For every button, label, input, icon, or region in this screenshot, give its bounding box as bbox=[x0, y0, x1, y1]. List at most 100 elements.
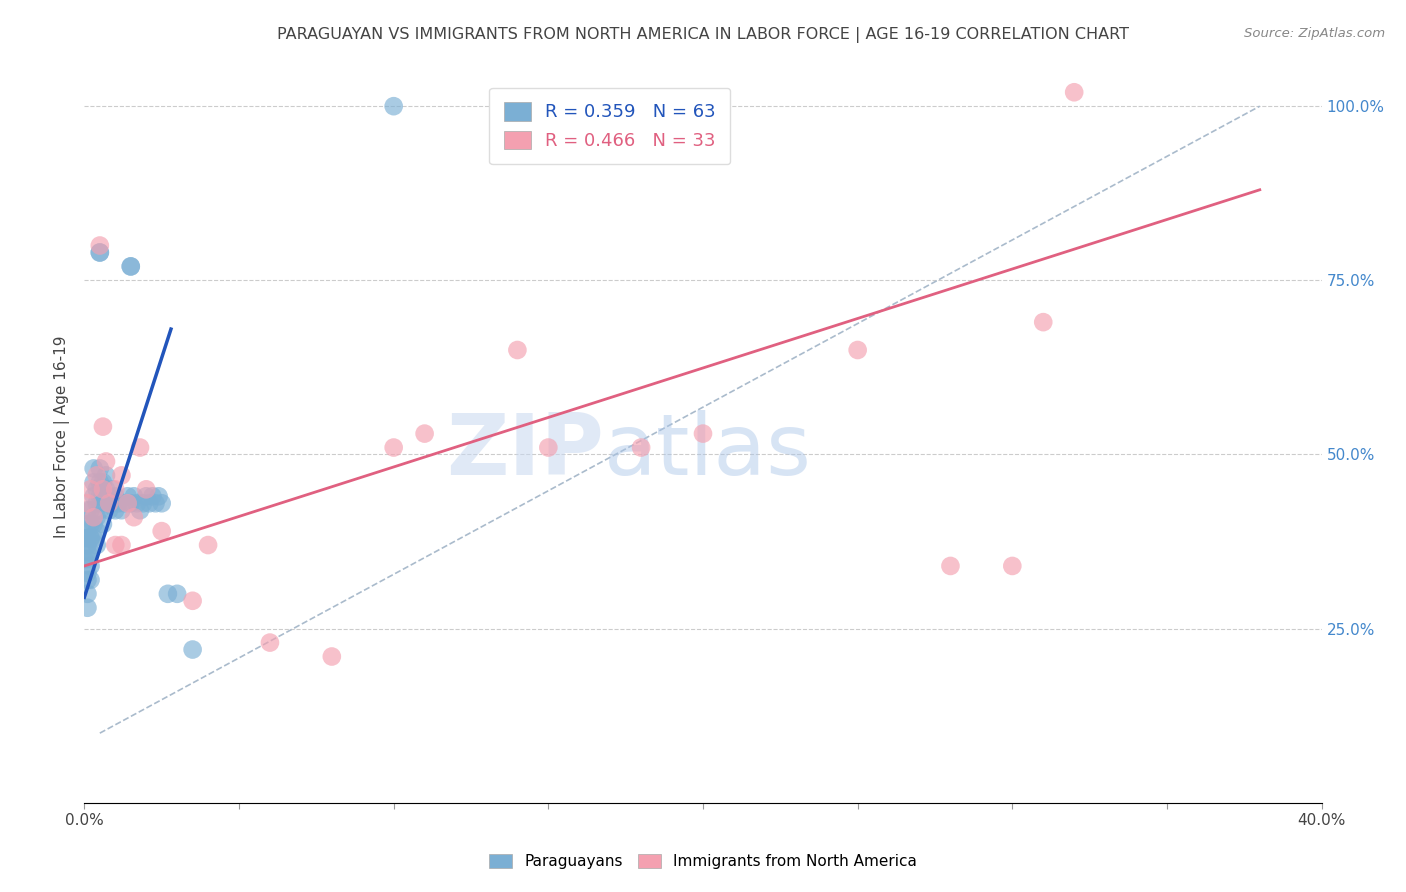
Point bbox=[89, 245, 111, 260]
Point bbox=[76, 517, 98, 532]
Point bbox=[135, 483, 157, 497]
Point bbox=[94, 454, 117, 468]
Point bbox=[76, 552, 98, 566]
Point bbox=[79, 483, 101, 497]
Point bbox=[1032, 315, 1054, 329]
Point bbox=[86, 483, 108, 497]
Point bbox=[94, 496, 117, 510]
Point bbox=[120, 260, 142, 274]
Point bbox=[135, 489, 157, 503]
Point bbox=[83, 489, 105, 503]
Point bbox=[104, 503, 127, 517]
Point bbox=[76, 566, 98, 580]
Point bbox=[101, 483, 124, 497]
Point bbox=[98, 489, 121, 503]
Point bbox=[91, 419, 114, 434]
Point bbox=[107, 496, 129, 510]
Point bbox=[114, 496, 136, 510]
Point bbox=[156, 587, 179, 601]
Point bbox=[101, 496, 124, 510]
Text: Source: ZipAtlas.com: Source: ZipAtlas.com bbox=[1244, 27, 1385, 40]
Point bbox=[83, 475, 105, 490]
Point bbox=[91, 475, 114, 490]
Point bbox=[79, 531, 101, 545]
Point bbox=[321, 649, 343, 664]
Point bbox=[86, 538, 108, 552]
Point bbox=[79, 531, 101, 545]
Point bbox=[122, 489, 145, 503]
Point bbox=[413, 426, 436, 441]
Point bbox=[83, 510, 105, 524]
Point bbox=[141, 489, 163, 503]
Point bbox=[181, 642, 204, 657]
Point bbox=[86, 524, 108, 538]
Point bbox=[110, 538, 132, 552]
Point bbox=[630, 441, 652, 455]
Point bbox=[86, 510, 108, 524]
Point bbox=[83, 461, 105, 475]
Point bbox=[79, 503, 101, 517]
Point bbox=[150, 496, 173, 510]
Point bbox=[89, 475, 111, 490]
Point bbox=[138, 496, 160, 510]
Point bbox=[76, 531, 98, 545]
Point bbox=[79, 558, 101, 573]
Point bbox=[76, 545, 98, 559]
Point bbox=[86, 496, 108, 510]
Point bbox=[506, 343, 529, 357]
Point bbox=[120, 496, 142, 510]
Text: atlas: atlas bbox=[605, 410, 813, 493]
Point bbox=[1001, 558, 1024, 573]
Point bbox=[132, 496, 155, 510]
Point bbox=[382, 99, 405, 113]
Point bbox=[89, 461, 111, 475]
Point bbox=[76, 503, 98, 517]
Point bbox=[73, 552, 96, 566]
Point bbox=[104, 489, 127, 503]
Point bbox=[76, 587, 98, 601]
Point bbox=[939, 558, 962, 573]
Point bbox=[117, 489, 139, 503]
Point bbox=[259, 635, 281, 649]
Text: PARAGUAYAN VS IMMIGRANTS FROM NORTH AMERICA IN LABOR FORCE | AGE 16-19 CORRELATI: PARAGUAYAN VS IMMIGRANTS FROM NORTH AMER… bbox=[277, 27, 1129, 43]
Point bbox=[91, 489, 114, 503]
Text: ZIP: ZIP bbox=[446, 410, 605, 493]
Point bbox=[197, 538, 219, 552]
Point bbox=[150, 524, 173, 538]
Point bbox=[98, 496, 121, 510]
Point bbox=[110, 468, 132, 483]
Point bbox=[129, 503, 152, 517]
Point bbox=[91, 483, 114, 497]
Point bbox=[76, 496, 98, 510]
Point bbox=[120, 260, 142, 274]
Point bbox=[89, 245, 111, 260]
Point bbox=[382, 441, 405, 455]
Point bbox=[89, 489, 111, 503]
Point bbox=[148, 489, 170, 503]
Point bbox=[73, 531, 96, 545]
Point bbox=[104, 483, 127, 497]
Point bbox=[125, 496, 148, 510]
Point bbox=[692, 426, 714, 441]
Point bbox=[129, 441, 152, 455]
Point bbox=[76, 573, 98, 587]
Point bbox=[166, 587, 188, 601]
Point bbox=[76, 538, 98, 552]
Point bbox=[79, 573, 101, 587]
Point bbox=[122, 510, 145, 524]
Point bbox=[86, 468, 108, 483]
Point bbox=[79, 545, 101, 559]
Point bbox=[94, 468, 117, 483]
Point bbox=[98, 503, 121, 517]
Point bbox=[846, 343, 869, 357]
Point bbox=[83, 531, 105, 545]
Point bbox=[83, 517, 105, 532]
Point bbox=[76, 600, 98, 615]
Point bbox=[110, 503, 132, 517]
Legend: R = 0.359   N = 63, R = 0.466   N = 33: R = 0.359 N = 63, R = 0.466 N = 33 bbox=[489, 87, 730, 164]
Legend: Paraguayans, Immigrants from North America: Paraguayans, Immigrants from North Ameri… bbox=[482, 848, 924, 875]
Point bbox=[181, 594, 204, 608]
Point bbox=[117, 496, 139, 510]
Y-axis label: In Labor Force | Age 16-19: In Labor Force | Age 16-19 bbox=[55, 335, 70, 539]
Point bbox=[91, 517, 114, 532]
